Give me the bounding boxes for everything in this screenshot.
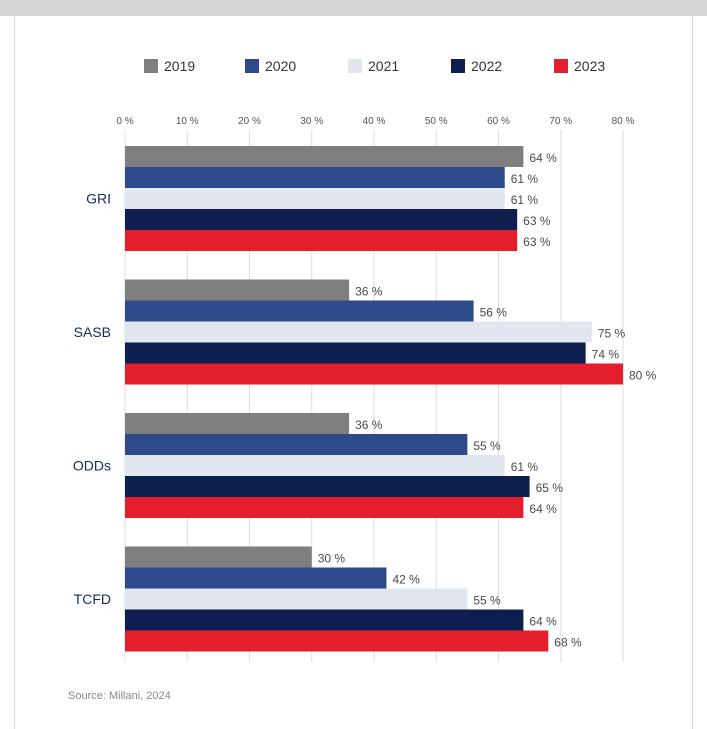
bar <box>125 300 474 322</box>
bar <box>125 609 524 631</box>
category-label: TCFD <box>74 591 111 607</box>
bar <box>125 167 505 188</box>
bar <box>125 230 518 251</box>
bar <box>125 321 592 343</box>
data-label: 61 % <box>511 460 539 474</box>
legend: 2019 2020 2021 2022 2023 <box>144 58 605 74</box>
data-label: 65 % <box>536 481 564 495</box>
bar <box>125 588 468 610</box>
data-label: 63 % <box>523 214 551 228</box>
legend-swatch <box>451 59 465 73</box>
bar <box>125 363 623 385</box>
top-band <box>0 0 707 16</box>
category-label: SASB <box>74 324 111 340</box>
bar <box>125 146 524 167</box>
data-label: 55 % <box>473 594 501 608</box>
category-label: GRI <box>86 191 111 207</box>
bar <box>125 497 524 518</box>
legend-label: 2020 <box>265 58 296 74</box>
x-tick-label: 70 % <box>549 116 572 127</box>
bar <box>125 546 312 568</box>
bar <box>125 476 530 497</box>
bar <box>125 630 549 652</box>
bar <box>125 279 350 301</box>
data-label: 56 % <box>480 306 508 320</box>
data-labels: 64 % 61 % 61 % 63 % 63 % 36 % 56 % 75 % 74 % 80 %… <box>318 151 657 650</box>
data-label: 64 % <box>529 615 557 629</box>
x-tick-label: 0 % <box>116 116 133 127</box>
data-label: 80 % <box>629 369 657 383</box>
legend-label: 2022 <box>471 58 502 74</box>
x-tick-label: 60 % <box>487 116 510 127</box>
data-label: 61 % <box>511 193 539 207</box>
category-labels: GRI SASB ODDs TCFD <box>73 191 111 608</box>
bar <box>125 567 387 589</box>
bar <box>125 342 586 364</box>
bar <box>125 434 468 455</box>
legend-swatch <box>348 59 362 73</box>
legend-label: 2023 <box>574 58 605 74</box>
data-label: 42 % <box>392 573 420 587</box>
bar <box>125 455 505 476</box>
bar <box>125 188 505 209</box>
data-label: 64 % <box>529 502 557 516</box>
data-label: 55 % <box>473 439 501 453</box>
data-label: 61 % <box>511 172 539 186</box>
data-label: 63 % <box>523 235 551 249</box>
data-label: 64 % <box>529 151 557 165</box>
legend-label: 2021 <box>368 58 399 74</box>
x-tick-label: 20 % <box>238 116 261 127</box>
x-tick-label: 30 % <box>300 116 323 127</box>
data-label: 30 % <box>318 552 346 566</box>
legend-swatch <box>245 59 259 73</box>
data-label: 36 % <box>355 285 383 299</box>
legend-label: 2019 <box>164 58 195 74</box>
x-tick-label: 50 % <box>425 116 448 127</box>
legend-swatch <box>144 59 158 73</box>
x-tick-label: 80 % <box>612 116 635 127</box>
source-note: Source: Millani, 2024 <box>68 690 171 702</box>
bar <box>125 413 350 434</box>
data-label: 75 % <box>598 327 626 341</box>
legend-swatch <box>554 59 568 73</box>
bar <box>125 209 518 230</box>
x-tick-label: 10 % <box>176 116 199 127</box>
data-label: 68 % <box>554 636 582 650</box>
x-tick-label: 40 % <box>363 116 386 127</box>
chart-frame <box>14 16 693 729</box>
data-label: 74 % <box>592 348 620 362</box>
x-axis-ticks: 0 % 10 % 20 % 30 % 40 % 50 % 60 % 70 % 80 % <box>116 116 634 127</box>
data-label: 36 % <box>355 418 383 432</box>
category-label: ODDs <box>73 458 111 474</box>
bars <box>125 146 623 652</box>
